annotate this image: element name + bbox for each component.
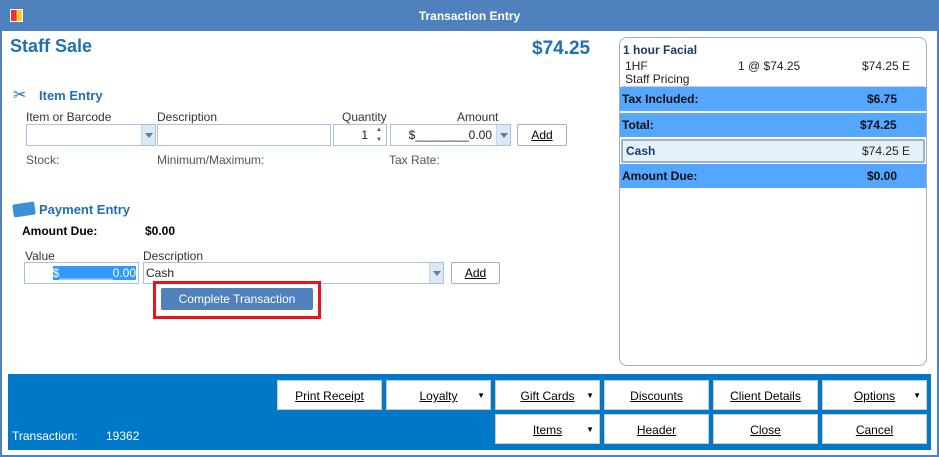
due-value: $0.00 <box>867 169 898 183</box>
add-item-button[interactable]: Add <box>517 124 567 146</box>
tax-value: $6.75 <box>867 92 898 106</box>
app-icon <box>10 9 23 22</box>
line-item-name: 1 hour Facial <box>623 43 698 57</box>
payment-value: $________0.00 <box>52 266 136 280</box>
options-label: Options <box>853 389 896 403</box>
minmax-label: Minimum/Maximum: <box>157 153 265 167</box>
discounts-button[interactable]: Discounts <box>604 380 709 410</box>
tax-label: Tax Included: <box>622 92 699 106</box>
page-title: Staff Sale <box>10 36 93 56</box>
cancel-label: Cancel <box>855 423 894 437</box>
description-input[interactable] <box>157 124 331 146</box>
client-details-button[interactable]: Client Details <box>713 380 818 410</box>
items-label: Items <box>532 423 563 437</box>
transaction-number: 19362 <box>106 429 140 443</box>
payment-method-value: Cash <box>146 266 175 280</box>
divider <box>622 86 924 87</box>
loyalty-button[interactable]: Loyalty ▼ <box>386 380 491 410</box>
quantity-stepper[interactable]: 1 ▲ ▼ <box>333 124 387 146</box>
dropdown-arrow-icon: ▼ <box>477 391 485 400</box>
total-label: Total: <box>622 118 654 132</box>
due-label: Amount Due: <box>622 169 698 183</box>
wrench-icon: ✂ <box>13 87 27 104</box>
highlight-box <box>153 281 321 319</box>
print-receipt-label: Print Receipt <box>295 389 364 403</box>
header-label: Header <box>636 423 677 437</box>
line-item-code: 1HF <box>625 59 648 73</box>
sale-total: $74.25 <box>532 38 591 59</box>
amount-due-label: Amount Due: <box>22 224 98 238</box>
tax-rate-label: Tax Rate: <box>389 153 440 167</box>
value-label: Value <box>25 249 55 263</box>
due-row: Amount Due: $0.00 <box>620 164 926 188</box>
gift-cards-label: Gift Cards <box>520 389 575 403</box>
dropdown-arrow-icon: ▼ <box>913 391 921 400</box>
payment-row[interactable]: Cash $74.25 E <box>621 139 925 163</box>
gift-cards-button[interactable]: Gift Cards ▼ <box>495 380 600 410</box>
payment-description-label: Description <box>143 249 204 263</box>
quantity-label: Quantity <box>342 110 387 124</box>
loyalty-label: Loyalty <box>419 389 458 403</box>
chevron-down-icon[interactable] <box>429 263 443 283</box>
amount-due-value: $0.00 <box>145 224 176 238</box>
header-button[interactable]: Header <box>604 414 709 444</box>
dropdown-arrow-icon: ▼ <box>586 425 594 434</box>
total-value: $74.25 <box>860 118 897 132</box>
window-title: Transaction Entry <box>418 9 521 23</box>
amount-label: Amount <box>457 110 499 124</box>
item-barcode-combo[interactable] <box>26 124 156 146</box>
print-receipt-button[interactable]: Print Receipt <box>277 380 382 410</box>
chevron-down-icon[interactable] <box>141 125 155 145</box>
item-entry-heading: Item Entry <box>39 88 103 103</box>
cancel-button[interactable]: Cancel <box>822 414 927 444</box>
title-bar: Transaction Entry <box>0 0 939 31</box>
line-item-qty-price: 1 @ $74.25 <box>738 59 801 73</box>
add-payment-button[interactable]: Add <box>451 262 500 284</box>
summary-panel <box>619 37 927 366</box>
payment-row-label: Cash <box>626 144 656 158</box>
description-label: Description <box>157 110 218 124</box>
amount-input[interactable]: $________0.00 <box>390 124 511 146</box>
options-button[interactable]: Options ▼ <box>822 380 927 410</box>
transaction-label: Transaction: <box>12 429 78 443</box>
spin-arrows-icon[interactable]: ▲ ▼ <box>376 127 382 143</box>
items-button[interactable]: Items ▼ <box>495 414 600 444</box>
complete-transaction-button[interactable]: Complete Transaction <box>161 288 313 310</box>
line-item-total: $74.25 E <box>862 59 911 73</box>
payment-row-value: $74.25 E <box>862 144 911 158</box>
amount-value: $________0.00 <box>408 128 492 142</box>
discounts-label: Discounts <box>630 389 683 403</box>
total-row: Total: $74.25 <box>620 113 926 137</box>
close-button[interactable]: Close <box>713 414 818 444</box>
client-details-label: Client Details <box>730 389 801 403</box>
chevron-down-icon[interactable] <box>496 125 510 145</box>
stock-label: Stock: <box>26 153 60 167</box>
line-item-note: Staff Pricing <box>625 72 690 86</box>
close-label: Close <box>750 423 781 437</box>
dropdown-arrow-icon: ▼ <box>586 391 594 400</box>
item-barcode-label: Item or Barcode <box>26 110 112 124</box>
tax-row: Tax Included: $6.75 <box>620 87 926 111</box>
payment-value-input[interactable]: $________0.00 <box>24 262 139 284</box>
quantity-value: 1 <box>361 128 368 142</box>
payment-entry-heading: Payment Entry <box>39 202 131 217</box>
